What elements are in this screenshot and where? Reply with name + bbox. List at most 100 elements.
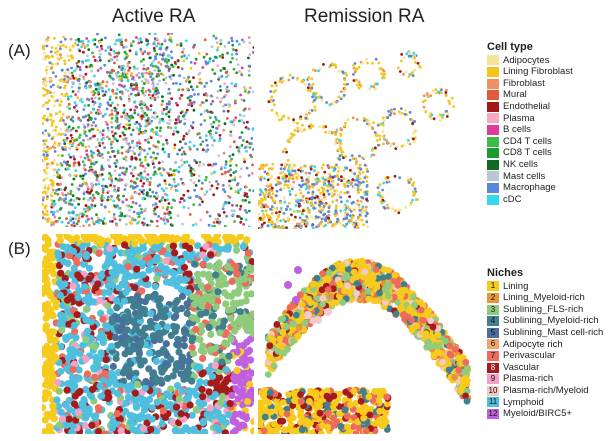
cell-dot [122, 157, 126, 161]
cell-dot [301, 169, 304, 173]
cell-dot [109, 95, 112, 99]
niche-dot [126, 336, 134, 344]
cell-dot [193, 93, 197, 96]
niche-dot [228, 277, 236, 285]
cell-dot [142, 72, 146, 75]
cell-dot [345, 74, 349, 77]
cell-dot [198, 164, 201, 167]
niche-dot [136, 328, 144, 336]
niche-dot [214, 409, 222, 417]
cell-dot [133, 122, 137, 126]
cell-dot [332, 100, 336, 103]
cell-dot [398, 176, 402, 180]
cell-dot [407, 75, 411, 78]
cell-dot [141, 91, 145, 95]
niche-dot [228, 391, 236, 400]
cell-dot [311, 190, 315, 194]
niche-dot [239, 341, 247, 349]
cell-dot [342, 177, 346, 181]
cell-dot [77, 143, 81, 146]
niche-dot [153, 427, 161, 434]
cell-dot [107, 59, 111, 63]
cell-dot [262, 212, 265, 216]
cell-dot [239, 167, 243, 171]
cell-dot [245, 185, 248, 189]
cell-dot [130, 74, 133, 78]
cell-dot [408, 72, 412, 76]
cell-dot [216, 64, 220, 67]
cell-dot [57, 188, 61, 191]
cell-dot [110, 120, 113, 124]
cell-dot [99, 131, 103, 135]
niche-dot [231, 236, 239, 244]
cell-dot [131, 128, 135, 132]
cell-dot [133, 100, 137, 103]
cell-dot [194, 184, 198, 187]
cell-dot [294, 194, 298, 197]
niche-dot [213, 378, 221, 386]
cell-dot [313, 108, 317, 112]
cell-dot [129, 86, 133, 90]
cell-dot [45, 176, 49, 180]
cell-dot [167, 69, 171, 73]
cell-dot [166, 198, 169, 202]
niche-dot [88, 234, 96, 239]
cell-dot [107, 88, 111, 91]
cell-dot [381, 198, 385, 202]
cell-dot [94, 87, 98, 91]
cell-dot [352, 63, 355, 67]
cell-dot [352, 223, 355, 226]
cell-dot [83, 168, 87, 172]
cell-dot [272, 103, 276, 107]
cell-dot [161, 147, 165, 151]
cell-dot [123, 188, 127, 191]
niche-dot [238, 411, 247, 419]
cell-dot [141, 132, 145, 135]
cell-dot [210, 45, 214, 49]
cell-dot [198, 160, 202, 164]
cell-dot [90, 124, 94, 127]
niche-dot [147, 309, 155, 317]
cell-dot [186, 96, 190, 100]
cell-dot [149, 219, 153, 223]
cell-dot [328, 103, 332, 107]
cell-dot [86, 190, 89, 194]
cell-dot [222, 128, 226, 132]
cell-dot [122, 70, 126, 74]
cell-dot [291, 177, 295, 181]
cell-dot [94, 183, 98, 186]
cell-dot [288, 140, 291, 144]
cell-dot [98, 144, 102, 147]
niche-dot [172, 366, 180, 374]
cell-dot [365, 193, 369, 196]
cell-dot [46, 115, 50, 119]
cell-dot [288, 193, 292, 196]
cell-dot [130, 205, 133, 209]
cell-dot [228, 179, 231, 183]
cell-dot [355, 160, 358, 164]
cell-dot [211, 68, 215, 72]
cell-dot [283, 200, 287, 204]
niche-dot [241, 354, 249, 362]
niche-dot [124, 386, 132, 394]
cell-dot [71, 115, 75, 119]
niche-dot [248, 258, 254, 266]
cell-dot [124, 183, 128, 186]
niche-dot [236, 308, 244, 316]
cell-dot [413, 192, 416, 196]
cell-dot [157, 215, 161, 218]
cell-dot [311, 224, 314, 227]
cell-dot [185, 56, 189, 60]
niche-dot [178, 387, 186, 395]
cell-dot [113, 169, 117, 173]
cell-dot [163, 216, 167, 219]
cell-dot [118, 134, 122, 138]
cell-dot [380, 196, 384, 199]
cell-dot [109, 48, 113, 51]
niche-dot [156, 312, 164, 320]
cell-dot [358, 183, 362, 187]
cell-dot [82, 50, 85, 54]
cell-dot [251, 148, 254, 151]
cell-dot [376, 123, 380, 127]
cell-dot [259, 178, 263, 182]
